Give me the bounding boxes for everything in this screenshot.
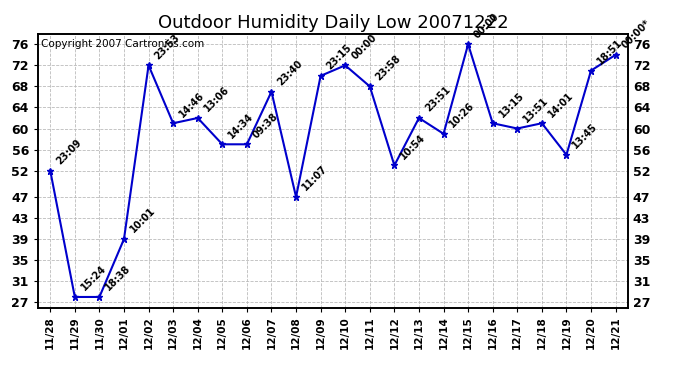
Text: 00:00: 00:00: [472, 11, 501, 40]
Text: 23:15: 23:15: [325, 43, 354, 72]
Text: 13:06: 13:06: [202, 85, 231, 114]
Text: 10:26: 10:26: [448, 100, 477, 130]
Text: 13:15: 13:15: [497, 90, 526, 119]
Text: 23:58: 23:58: [374, 53, 403, 82]
Text: 10:01: 10:01: [128, 206, 157, 235]
Text: 23:40: 23:40: [275, 58, 304, 87]
Text: 14:34: 14:34: [226, 111, 255, 140]
Text: Copyright 2007 Cartronics.com: Copyright 2007 Cartronics.com: [41, 39, 204, 49]
Text: 14:01: 14:01: [546, 90, 575, 119]
Text: 23:51: 23:51: [423, 85, 452, 114]
Text: 23:09: 23:09: [55, 138, 83, 166]
Text: 11:07: 11:07: [300, 164, 329, 193]
Text: 23:53: 23:53: [152, 32, 181, 61]
Text: 14:46: 14:46: [177, 90, 206, 119]
Text: 15:24: 15:24: [79, 264, 108, 293]
Text: 00:00: 00:00: [349, 32, 378, 61]
Text: 09:38: 09:38: [251, 111, 280, 140]
Text: 18:51: 18:51: [595, 38, 624, 66]
Text: 18:38: 18:38: [104, 264, 132, 293]
Title: Outdoor Humidity Daily Low 20071222: Outdoor Humidity Daily Low 20071222: [157, 14, 509, 32]
Text: 00:00*: 00:00*: [620, 18, 652, 51]
Text: 10:54: 10:54: [399, 132, 428, 161]
Text: 13:51: 13:51: [522, 95, 551, 124]
Text: 13:45: 13:45: [571, 122, 600, 151]
